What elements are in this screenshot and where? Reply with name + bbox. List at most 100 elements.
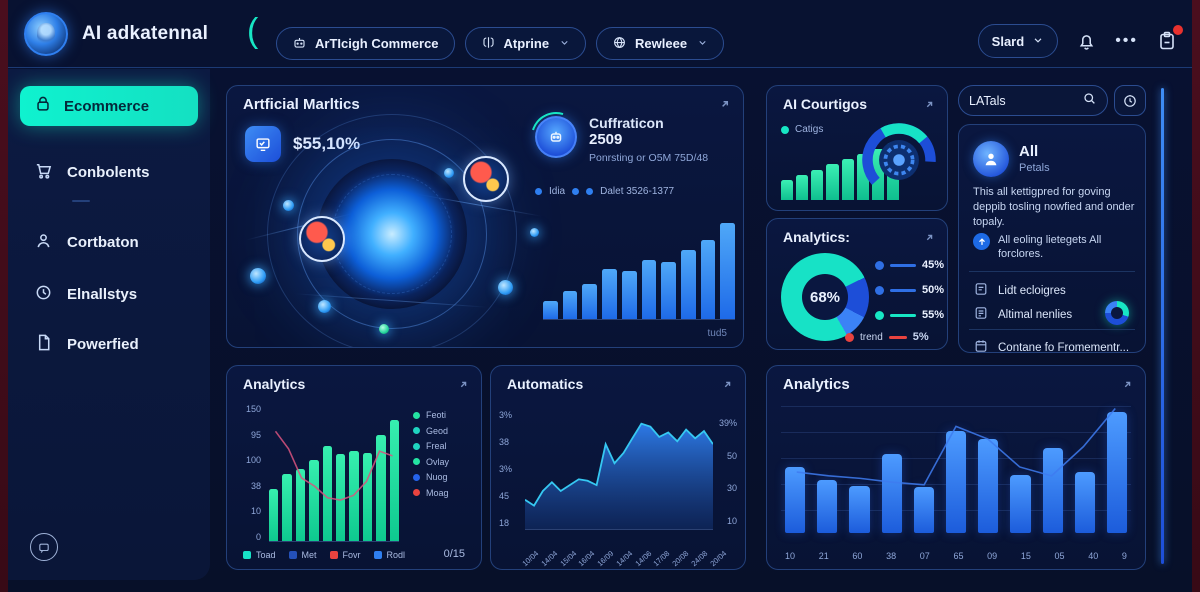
legend-item: 55% bbox=[875, 309, 944, 321]
axis-tick: 14/06 bbox=[633, 548, 654, 569]
expand-icon[interactable] bbox=[1121, 378, 1133, 396]
notification-bell-icon[interactable] bbox=[1076, 31, 1097, 52]
legend-item: 50% bbox=[875, 284, 944, 296]
axis-tick: 100 bbox=[245, 455, 261, 466]
search-icon[interactable] bbox=[1082, 91, 1097, 111]
nav-pill-atprine[interactable]: Atprine bbox=[464, 27, 587, 60]
bar bbox=[661, 262, 676, 319]
y-axis-left: 3% 38 3% 45 18 bbox=[499, 410, 512, 528]
bar bbox=[322, 446, 333, 541]
legend-dot-icon bbox=[413, 473, 420, 481]
scrollbar[interactable] bbox=[1161, 88, 1164, 564]
axis-tick: 0 bbox=[255, 531, 261, 542]
arrow-up-circle-icon bbox=[973, 233, 990, 250]
search-input[interactable] bbox=[969, 93, 1082, 108]
bar bbox=[336, 454, 346, 541]
y-axis-right: 39% 50 30 10 bbox=[719, 418, 737, 526]
axis-tick: 14/04 bbox=[614, 548, 635, 569]
avatar[interactable] bbox=[24, 12, 68, 56]
legend-item: Met bbox=[288, 550, 317, 560]
x-axis: 10/04 14/04 15/04 16/04 16/09 14/04 14/06 17/08… bbox=[520, 549, 728, 568]
axis-tick: 38 bbox=[886, 551, 897, 561]
expand-icon[interactable] bbox=[718, 98, 731, 116]
revenue-bar-chart bbox=[543, 218, 736, 320]
legend-dot-icon bbox=[781, 125, 789, 134]
sidebar-item-conbolents[interactable]: Conbolents bbox=[22, 155, 202, 189]
sidebar-item-ecommerce[interactable]: Ecommerce bbox=[20, 86, 198, 126]
document-icon bbox=[973, 281, 989, 300]
bar bbox=[562, 290, 578, 319]
legend-dot-icon bbox=[413, 489, 420, 496]
panel-title: AI Courtigos bbox=[783, 96, 867, 112]
legend-label: Met bbox=[301, 550, 317, 560]
axis-tick: 24/08 bbox=[689, 548, 710, 569]
sidebar-item-powerfied[interactable]: Powerfied bbox=[22, 327, 202, 361]
chevron-down-icon bbox=[697, 36, 708, 51]
card-list-item[interactable]: Altimal nenlies bbox=[973, 305, 1133, 324]
header-nav: ArTIcigh Commerce Atprine Rewleee bbox=[276, 27, 725, 60]
bullet-dot-icon bbox=[586, 188, 594, 195]
nav-pill-label: Rewleee bbox=[635, 36, 688, 51]
clipboard-icon[interactable] bbox=[1156, 23, 1185, 52]
nav-pill-commerce[interactable]: ArTIcigh Commerce bbox=[276, 27, 455, 60]
axis-tick: 20/04 bbox=[708, 548, 729, 569]
profile-dropdown-label: Slard bbox=[991, 33, 1025, 49]
analytics-right-panel: Analytics 10 21 60 38 07 65 09 15 05 40 9 bbox=[766, 365, 1146, 570]
bar bbox=[817, 479, 838, 533]
left-edge-strip bbox=[0, 0, 8, 592]
settings-button[interactable] bbox=[1114, 85, 1146, 116]
node-dot bbox=[530, 228, 540, 237]
card-list-item[interactable]: Contane fo Fromementr... bbox=[973, 338, 1133, 352]
bar bbox=[700, 240, 716, 319]
axis-tick: 16/09 bbox=[595, 548, 616, 569]
user-icon bbox=[34, 231, 53, 254]
bar bbox=[641, 260, 657, 319]
axis-tick: 38 bbox=[250, 480, 261, 491]
notification-badge bbox=[1171, 23, 1185, 37]
expand-icon[interactable] bbox=[923, 98, 935, 116]
trend-indicator: trend 5% bbox=[845, 331, 929, 343]
bot-icon bbox=[535, 116, 577, 158]
chevron-down-icon bbox=[559, 36, 570, 51]
panel-title: Analytics bbox=[243, 376, 306, 392]
sidebar-item-elnallstys[interactable]: Elnallstys bbox=[22, 277, 202, 311]
sidebar-item-cortbaton[interactable]: Cortbaton bbox=[22, 225, 202, 259]
profile-dropdown[interactable]: Slard bbox=[977, 24, 1059, 58]
sidebar-divider bbox=[72, 200, 90, 202]
legend-label: Nuog bbox=[426, 472, 448, 482]
panel-title: Automatics bbox=[507, 376, 584, 392]
more-menu-icon[interactable]: ••• bbox=[1115, 32, 1138, 49]
chart-note: tud5 bbox=[707, 328, 727, 339]
card-title: All bbox=[1019, 143, 1039, 160]
legend-dot-icon bbox=[875, 285, 884, 295]
bar-group bbox=[543, 218, 736, 320]
axis-tick: 3% bbox=[499, 464, 513, 474]
axis-tick: 16/04 bbox=[576, 548, 597, 569]
bar bbox=[269, 488, 279, 541]
expand-icon[interactable] bbox=[457, 378, 469, 396]
legend-label: Moag bbox=[426, 487, 449, 498]
robot-icon bbox=[292, 35, 307, 53]
legend-dot-icon bbox=[243, 551, 251, 559]
expand-icon[interactable] bbox=[721, 378, 733, 396]
axis-tick: 39% bbox=[718, 418, 737, 428]
card-bullet: All eoling lietegets All forclores. bbox=[973, 233, 1137, 262]
integration-badge-icon[interactable] bbox=[1105, 301, 1129, 325]
card-list-item[interactable]: Lidt ecloigres bbox=[973, 281, 1133, 300]
bar bbox=[362, 453, 373, 541]
axis-tick: 50 bbox=[726, 450, 737, 461]
legend-item: Feoti bbox=[413, 410, 449, 420]
node-dot bbox=[498, 280, 514, 295]
expand-icon[interactable] bbox=[923, 231, 935, 249]
donut-center-label: 68% bbox=[809, 288, 841, 306]
globe-icon bbox=[612, 35, 627, 53]
axis-tick: 9 bbox=[1121, 551, 1127, 561]
axis-tick: 10 bbox=[726, 515, 737, 526]
nav-pill-rewleee[interactable]: Rewleee bbox=[596, 27, 725, 60]
legend-item: Ovlay bbox=[413, 457, 449, 467]
monitor-icon bbox=[245, 126, 281, 162]
help-button[interactable] bbox=[30, 533, 58, 561]
card-list-label: Altimal nenlies bbox=[998, 308, 1073, 321]
legend-dot-icon bbox=[875, 260, 884, 270]
axis-tick: 38 bbox=[499, 437, 510, 447]
